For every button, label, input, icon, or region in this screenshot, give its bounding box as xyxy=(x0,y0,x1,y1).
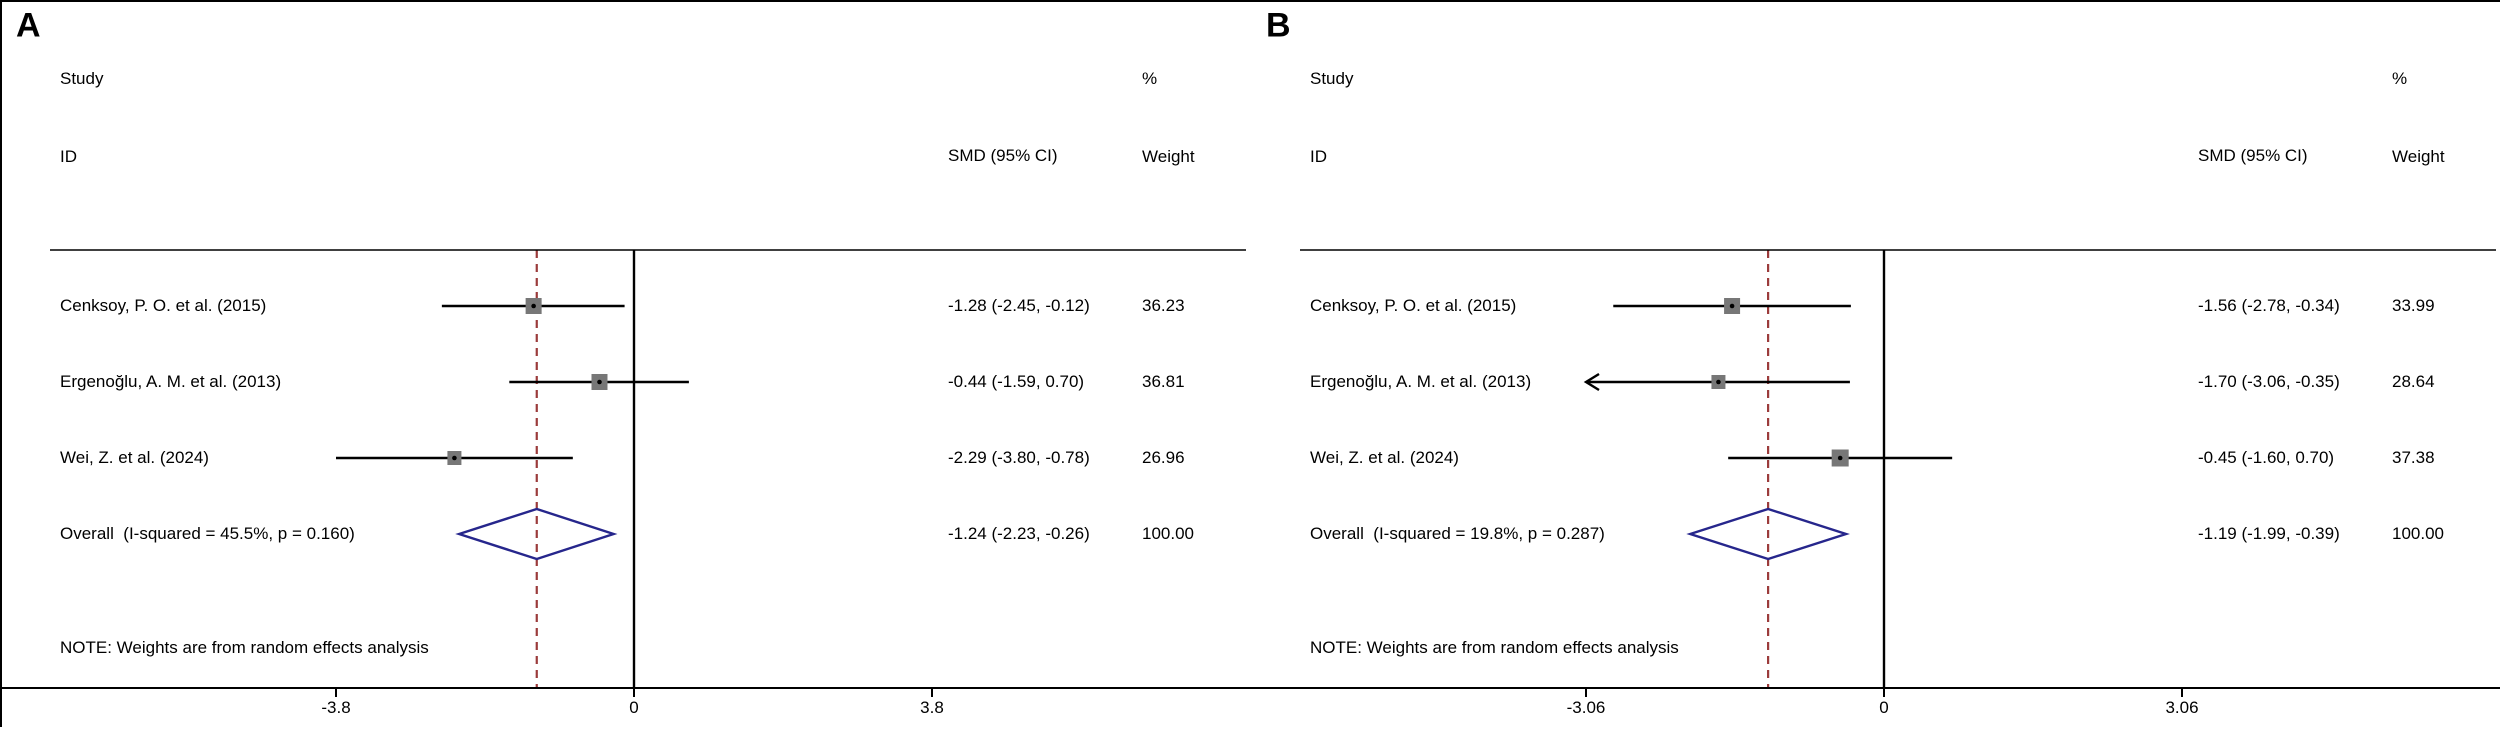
column-header-id: ID xyxy=(1310,147,1327,167)
column-header-id: ID xyxy=(60,147,77,167)
study-smd-value: -0.45 (-1.60, 0.70) xyxy=(2198,448,2335,468)
study-label: Ergenoğlu, A. M. et al. (2013) xyxy=(60,372,282,392)
effect-marker-dot xyxy=(531,303,536,309)
column-header-study: Study xyxy=(60,69,104,89)
overall-diamond xyxy=(1686,507,1850,561)
study-weight-value: 36.81 xyxy=(1142,372,1185,392)
study-weight-value: 36.23 xyxy=(1142,296,1185,316)
study-weight-value: 28.64 xyxy=(2392,372,2435,392)
overall-smd-value: -1.19 (-1.99, -0.39) xyxy=(2198,524,2340,544)
effect-marker-dot xyxy=(597,379,602,385)
study-label: Cenksoy, P. O. et al. (2015) xyxy=(60,296,267,316)
panel-label: A xyxy=(16,6,41,45)
column-header-weight: Weight xyxy=(1142,147,1195,167)
axis-tick-label: 0 xyxy=(629,698,639,718)
overall-diamond xyxy=(455,507,618,561)
axis-tick-label: 0 xyxy=(1879,698,1889,718)
axis-tick-label: -3.06 xyxy=(1566,698,1606,718)
effect-marker-dot xyxy=(1729,303,1735,309)
note-text: NOTE: Weights are from random effects an… xyxy=(60,638,429,658)
overall-label: Overall (I-squared = 45.5%, p = 0.160) xyxy=(60,524,355,544)
effect-marker-dot xyxy=(452,455,457,461)
axis-tick-label: 3.06 xyxy=(2165,698,2199,718)
forest-plot-canvas xyxy=(1252,249,2500,697)
forest-panel-a: -3.8 0 3.8 Cenksoy, P. O. et al. (2015) -1.2… xyxy=(2,2,1252,729)
study-smd-value: -1.56 (-2.78, -0.34) xyxy=(2198,296,2340,316)
study-weight-value: 33.99 xyxy=(2392,296,2435,316)
effect-marker-dot xyxy=(1837,455,1843,461)
study-weight-value: 26.96 xyxy=(1142,448,1185,468)
study-label: Wei, Z. et al. (2024) xyxy=(1310,448,1459,468)
column-header-smd-ci: SMD (95% CI) xyxy=(2198,146,2308,166)
study-smd-value: -1.28 (-2.45, -0.12) xyxy=(948,296,1090,316)
study-smd-value: -2.29 (-3.80, -0.78) xyxy=(948,448,1090,468)
axis-tick-label: -3.8 xyxy=(321,698,351,718)
note-text: NOTE: Weights are from random effects an… xyxy=(1310,638,1679,658)
overall-weight-value: 100.00 xyxy=(1142,524,1194,544)
study-smd-value: -0.44 (-1.59, 0.70) xyxy=(948,372,1085,392)
axis-tick-label: 3.8 xyxy=(920,698,944,718)
study-smd-value: -1.70 (-3.06, -0.35) xyxy=(2198,372,2340,392)
forest-plot-canvas xyxy=(2,249,1252,697)
column-header-percent: % xyxy=(2392,69,2408,89)
forest-panel-b: -3.06 0 3.06 Cenksoy, P. O. et al. (2015) -1… xyxy=(1252,2,2500,729)
panel-label: B xyxy=(1266,6,1291,45)
overall-weight-value: 100.00 xyxy=(2392,524,2444,544)
column-header-study: Study xyxy=(1310,69,1354,89)
study-label: Cenksoy, P. O. et al. (2015) xyxy=(1310,296,1517,316)
column-header-percent: % xyxy=(1142,69,1158,89)
study-weight-value: 37.38 xyxy=(2392,448,2435,468)
effect-marker-dot xyxy=(1716,379,1721,385)
column-header-smd-ci: SMD (95% CI) xyxy=(948,146,1058,166)
study-label: Wei, Z. et al. (2024) xyxy=(60,448,209,468)
column-header-weight: Weight xyxy=(2392,147,2445,167)
ci-clip-arrow xyxy=(1583,372,1600,392)
overall-smd-value: -1.24 (-2.23, -0.26) xyxy=(948,524,1090,544)
overall-label: Overall (I-squared = 19.8%, p = 0.287) xyxy=(1310,524,1605,544)
study-label: Ergenoğlu, A. M. et al. (2013) xyxy=(1310,372,1532,392)
